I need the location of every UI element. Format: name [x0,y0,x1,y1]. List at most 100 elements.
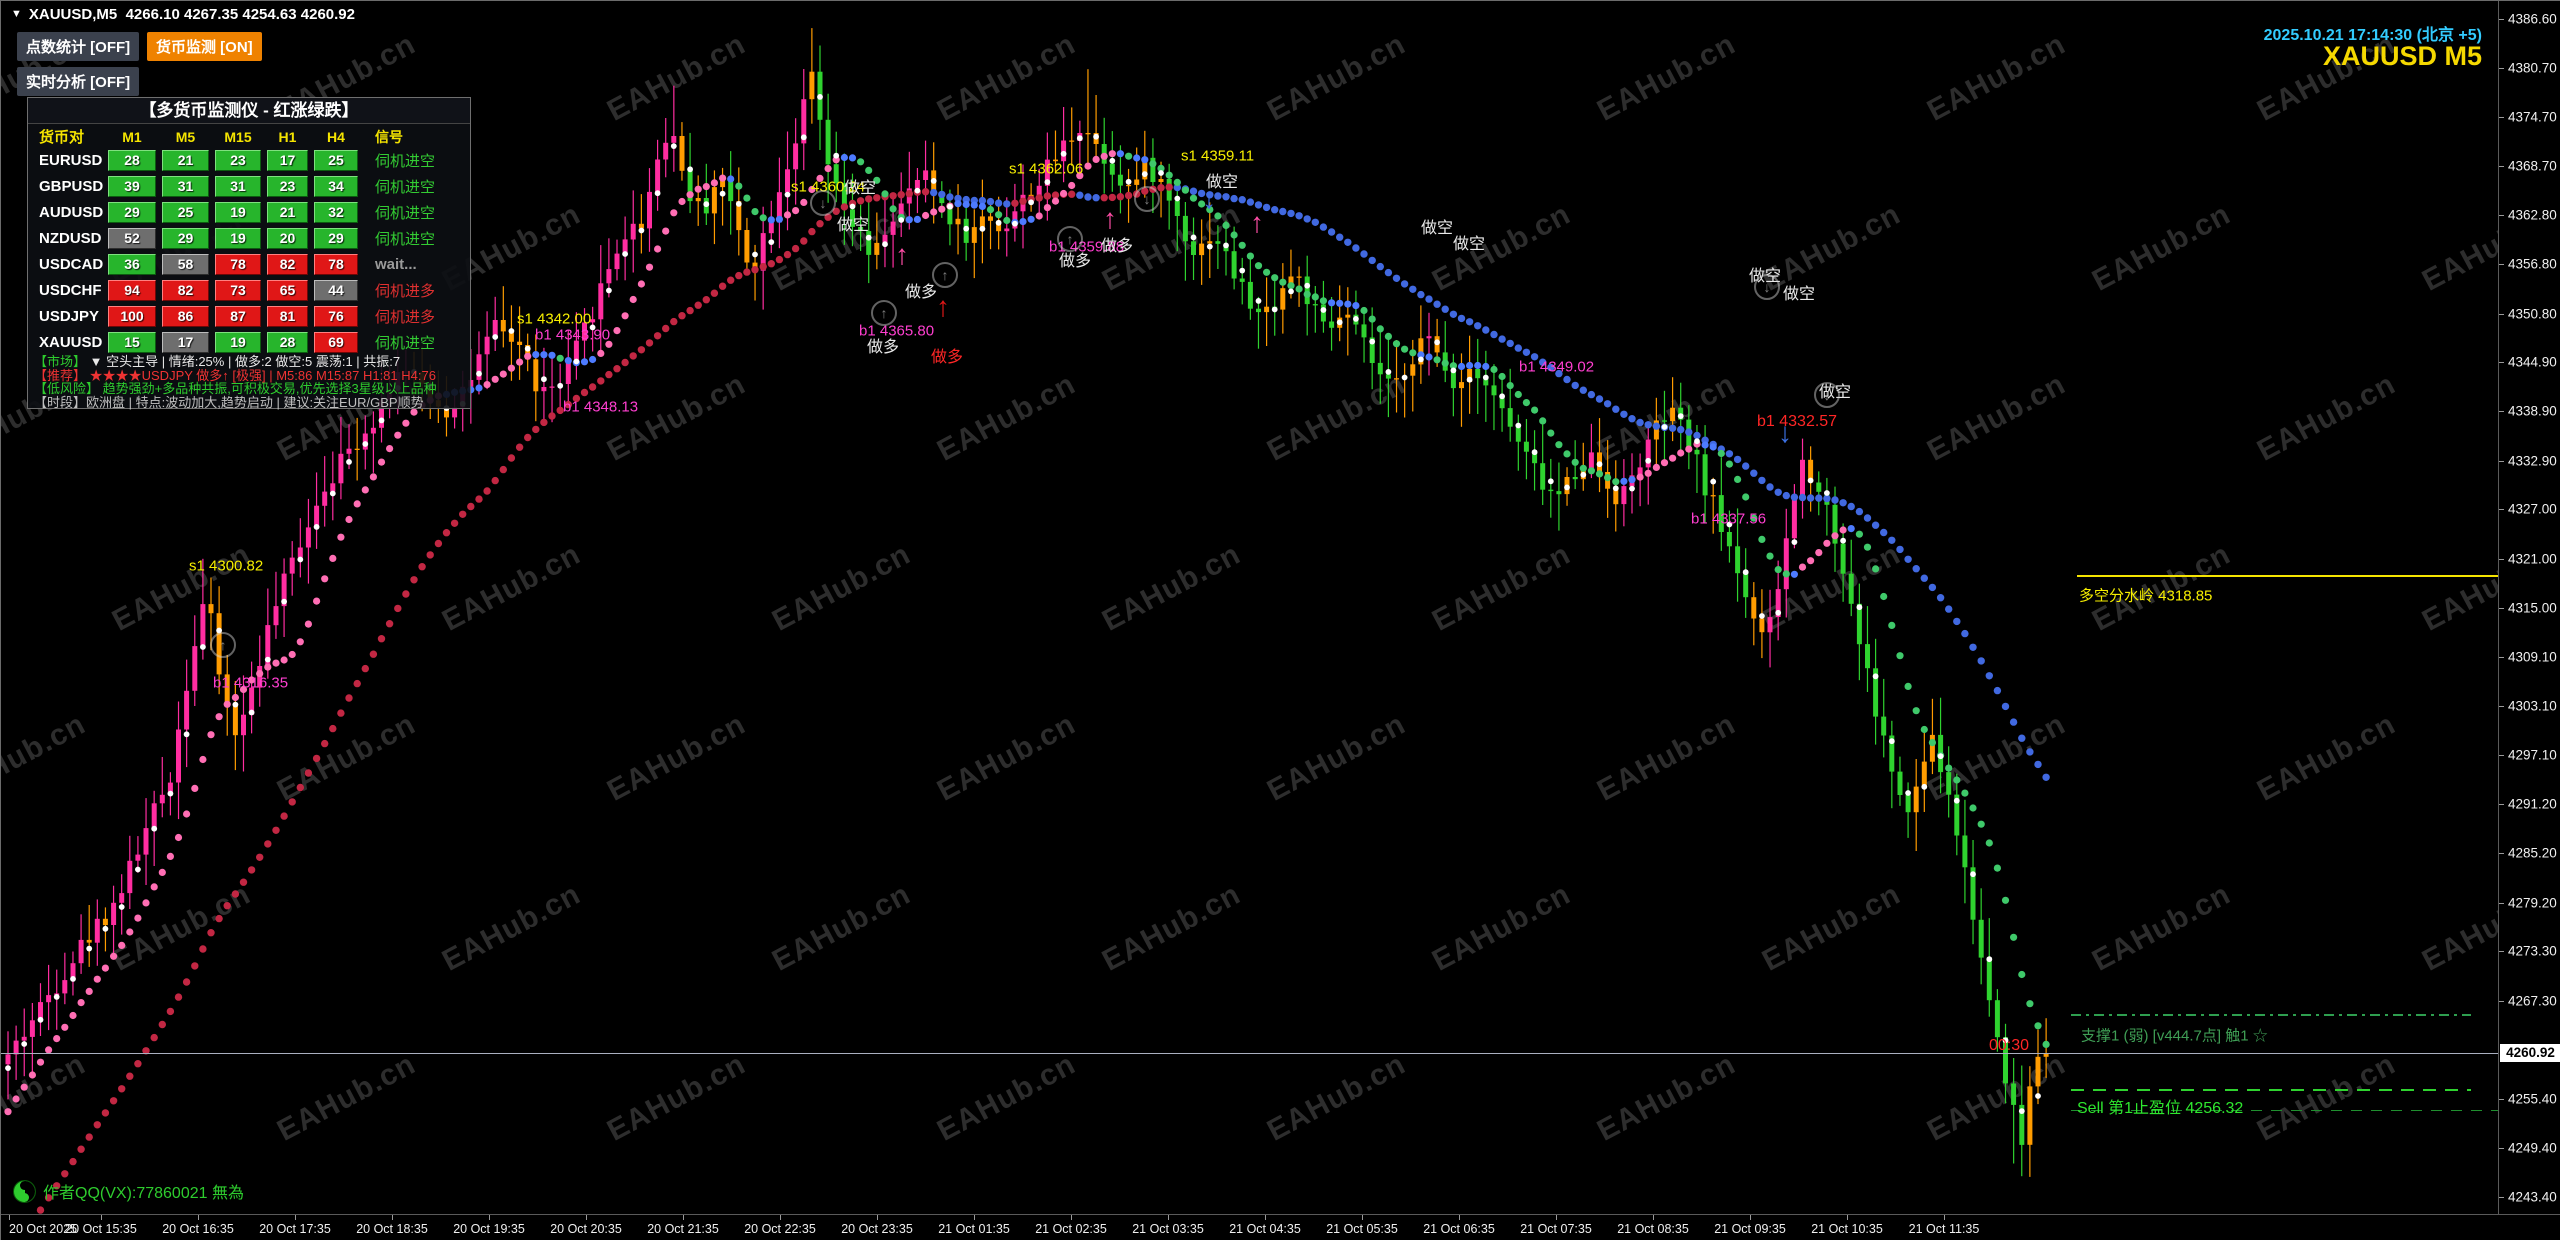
strength-cell: 100 [108,305,156,327]
chart-label: b1 4348.13 [563,398,639,416]
server-datetime: 2025.10.21 17:14:30 (北京 +5) [2263,27,2482,44]
signal-marker-icon: ↓ [1814,382,1840,408]
taiji-icon [13,1179,36,1203]
strength-cell: 29 [108,201,156,223]
price-tick-label: 4249.40 [2508,1140,2557,1156]
time-tick-label: 21 Oct 09:35 [1714,1222,1786,1236]
chart-label: 做多 [867,339,900,356]
chart-label: Sell 第1止盈位 4256.32 [2077,1100,2244,1117]
strength-cell: 25 [314,149,358,171]
strength-cell: 39 [108,175,156,197]
signal-text: 伺机进空 [375,178,436,196]
strength-cell: 17 [267,149,308,171]
chart-label: s1 4300.82 [189,557,264,575]
author-text: 作者QQ(VX):77860021 無為 [43,1185,244,1202]
strength-cell: 23 [215,149,261,171]
strength-cell: 17 [162,331,209,353]
price-tick-label: 4285.20 [2508,845,2557,861]
chart-label: 多空分水岭 4318.85 [2079,587,2213,605]
table-row: EURUSD 28 21 23 17 25 伺机进空 [28,147,470,173]
price-tick-label: 4267.30 [2508,993,2557,1009]
signal-marker-icon: ↑ [871,300,897,326]
realtime-analysis-button[interactable]: 实时分析 [OFF] [17,67,140,96]
strength-cell: 52 [108,227,156,249]
strength-cell: 25 [162,201,209,223]
price-tick-label: 4321.00 [2508,551,2557,567]
info-line: 【市场】 ▼ 空头主导 | 情绪:25% | 做多:2 做空:5 震荡:1 | … [34,354,401,369]
column-header: 信号 [375,128,403,145]
panel-info-lines: 【市场】 ▼ 空头主导 | 情绪:25% | 做多:2 做空:5 震荡:1 | … [28,355,470,409]
signal-text: 伺机进空 [375,334,436,352]
pair-name: USDCAD [39,255,104,273]
points-stat-button[interactable]: 点数统计 [OFF] [17,32,140,61]
price-tick-label: 4315.00 [2508,600,2557,616]
column-header: H1 [278,128,297,145]
table-row: GBPUSD 39 31 31 23 34 伺机进空 [28,173,470,199]
chart-label: b1 4365.80 [859,322,935,340]
time-tick-label: 21 Oct 08:35 [1617,1222,1689,1236]
chart-label: b1 4349.02 [1519,358,1595,376]
column-header: 货币对 [39,129,85,146]
chart-label: 做空 [837,217,870,234]
time-tick-label: 20 Oct 17:35 [259,1222,331,1236]
strength-cell: 94 [108,279,156,301]
sell-arrow-icon: ↓ [1202,183,1216,214]
time-tick-label: 21 Oct 11:35 [1908,1222,1980,1236]
buy-arrow-icon: ↑ [1103,203,1117,234]
strength-cell: 34 [314,175,358,197]
pair-name: GBPUSD [39,177,104,195]
price-tick-label: 4291.20 [2508,796,2557,812]
price-tick-label: 4344.90 [2508,354,2557,370]
chart-label: b1 4337.56 [1691,510,1767,528]
chart-label: 支撑1 (弱) [v444.7点] 触1 ☆ [2081,1027,2268,1045]
strength-cell: 19 [215,331,261,353]
signal-marker-icon: ↓ [1134,186,1160,212]
price-tick-label: 4350.80 [2508,306,2557,322]
price-axis[interactable]: 4386.60 4380.70 4374.70 4368.70 4362.80 4356.… [2498,1,2560,1214]
time-tick-label: 20 Oct 16:35 [162,1222,234,1236]
time-tick-label: 21 Oct 06:35 [1423,1222,1495,1236]
symbol-dropdown-icon[interactable]: ▼ [11,8,22,20]
symbol-timeframe-label: XAUUSD M5 [2322,41,2482,71]
current-price-tag: 4260.92 [2500,1044,2560,1062]
strength-cell: 19 [215,201,261,223]
strength-cell: 76 [314,305,358,327]
time-tick-label: 21 Oct 05:35 [1326,1222,1398,1236]
chart-label: b1 4343.90 [535,326,611,344]
chart-label: s1 4359.11 [1181,147,1255,165]
price-tick-label: 4327.00 [2508,501,2557,517]
chart-label: s1 4362.06 [1009,160,1084,178]
time-tick-label: 21 Oct 07:35 [1520,1222,1592,1236]
chart-label: 00:30 [1989,1037,2030,1054]
pair-name: AUDUSD [39,203,104,221]
column-header: M5 [175,128,196,145]
time-tick-label: 20 Oct 18:35 [356,1222,428,1236]
table-header-row: 货币对 M1 M5 M15 H1 H4 信号 [28,126,470,147]
price-tick-label: 4303.10 [2508,698,2557,714]
price-tick-label: 4297.10 [2508,747,2557,763]
level-line [2071,1109,2498,1111]
price-tick-label: 4362.80 [2508,207,2557,223]
column-header: H4 [327,128,345,145]
time-tick-label: 21 Oct 02:35 [1035,1222,1107,1236]
chart-label: b1 4316.35 [213,674,289,692]
chart-title: ▼ XAUUSD,M5 4266.10 4267.35 4254.63 4260.… [11,6,355,23]
currency-monitor-button[interactable]: 货币监测 [ON] [147,32,262,61]
strength-cell: 87 [215,305,261,327]
chart-plot-area[interactable]: EAHub.cn EAHub.cn EAHub.cn EAHub.cn EAHub.cn… [1,1,2498,1214]
symbol-name: XAUUSD,M5 [28,6,118,23]
panel-title: 【多货币监测仪 - 红涨绿跌】 [28,98,470,124]
multi-currency-monitor-panel: 【多货币监测仪 - 红涨绿跌】 货币对 M1 M5 M15 H1 H4 信号 EURUSD 28… [27,97,471,409]
strength-cell: 69 [314,331,358,353]
level-line [1,1052,2498,1054]
strength-cell: 78 [215,253,261,275]
ohlc-values: 4266.10 4267.35 4254.63 4260.92 [125,6,355,23]
strength-cell: 28 [108,149,156,171]
candlestick-chart [4,28,2050,1214]
time-tick-label: 21 Oct 10:35 [1811,1222,1883,1236]
price-tick-label: 4255.40 [2508,1091,2557,1107]
time-axis[interactable]: 20 Oct 2025 20 Oct 15:35 20 Oct 16:35 20 Oc… [1,1214,2560,1240]
chart-label: 做空 [1453,236,1486,253]
table-row: AUDUSD 29 25 19 21 32 伺机进空 [28,199,470,225]
